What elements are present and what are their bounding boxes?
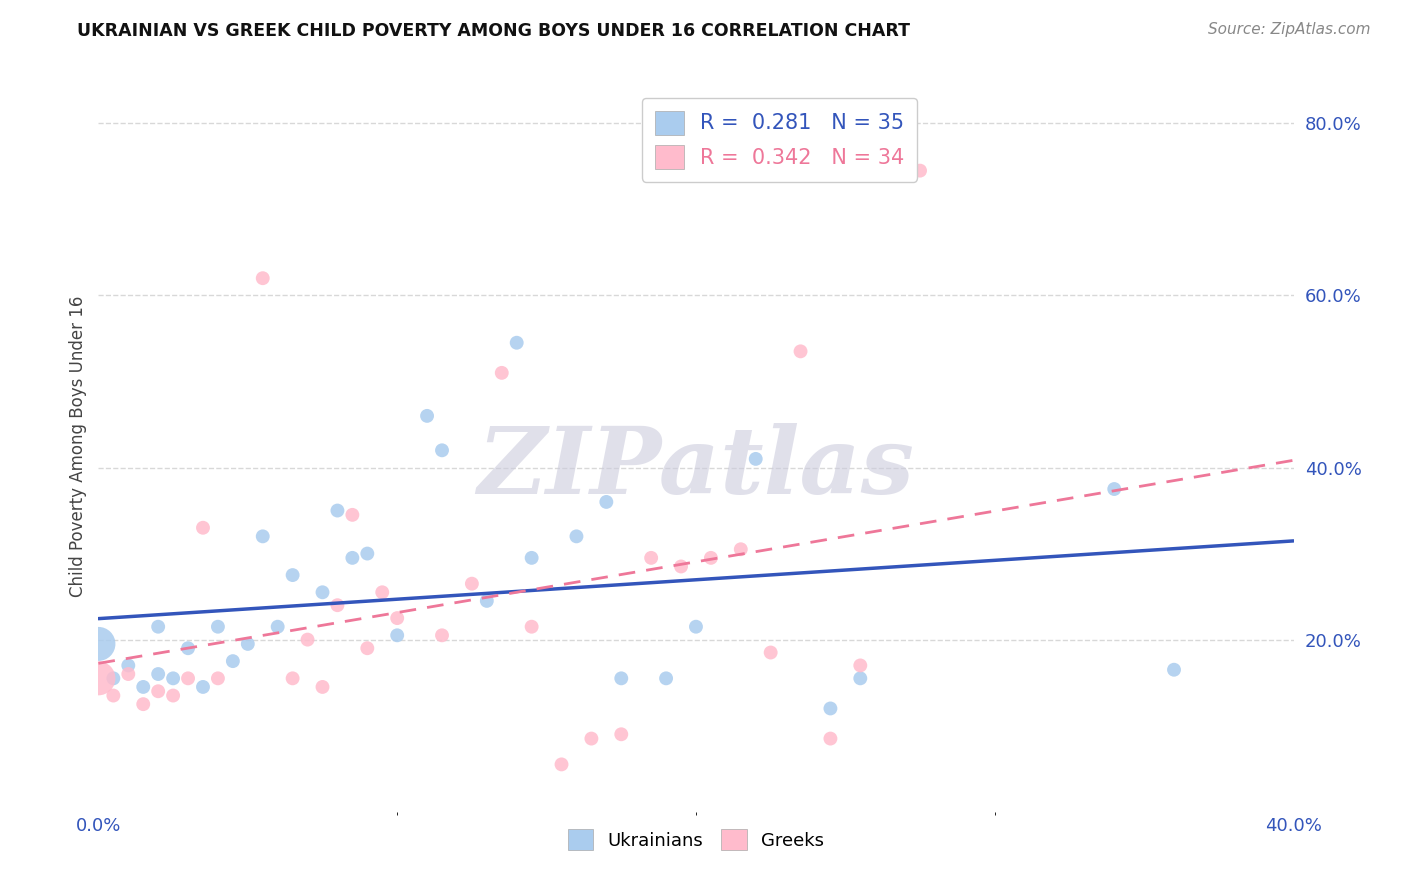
Text: Source: ZipAtlas.com: Source: ZipAtlas.com	[1208, 22, 1371, 37]
Point	[610, 727, 633, 741]
Point	[849, 658, 872, 673]
Point	[550, 757, 572, 772]
Point	[311, 680, 333, 694]
Point	[222, 654, 245, 668]
Point	[700, 550, 723, 565]
Point	[342, 508, 364, 522]
Point	[117, 667, 139, 681]
Point	[148, 684, 170, 698]
Point	[491, 366, 513, 380]
Y-axis label: Child Poverty Among Boys Under 16: Child Poverty Among Boys Under 16	[69, 295, 87, 597]
Point	[385, 611, 409, 625]
Point	[162, 689, 184, 703]
Point	[908, 163, 931, 178]
Point	[640, 550, 662, 565]
Point	[820, 731, 842, 746]
Point	[117, 658, 139, 673]
Point	[565, 529, 588, 543]
Point	[595, 495, 617, 509]
Text: ZIPatlas: ZIPatlas	[478, 423, 914, 513]
Point	[506, 335, 529, 350]
Point	[385, 628, 409, 642]
Point	[342, 550, 364, 565]
Point	[685, 620, 707, 634]
Point	[148, 667, 170, 681]
Point	[177, 671, 200, 685]
Point	[297, 632, 319, 647]
Point	[87, 671, 110, 685]
Point	[669, 559, 692, 574]
Point	[416, 409, 439, 423]
Point	[191, 680, 214, 694]
Point	[655, 671, 678, 685]
Point	[356, 547, 378, 561]
Point	[730, 542, 752, 557]
Point	[745, 451, 768, 466]
Point	[820, 701, 842, 715]
Point	[371, 585, 394, 599]
Point	[849, 671, 872, 685]
Point	[610, 671, 633, 685]
Point	[461, 576, 484, 591]
Point	[103, 671, 125, 685]
Point	[132, 680, 155, 694]
Point	[177, 641, 200, 656]
Point	[326, 503, 349, 517]
Point	[252, 271, 274, 285]
Point	[148, 620, 170, 634]
Point	[311, 585, 333, 599]
Point	[236, 637, 259, 651]
Point	[581, 731, 603, 746]
Point	[759, 646, 782, 660]
Point	[267, 620, 290, 634]
Point	[430, 443, 453, 458]
Point	[1104, 482, 1126, 496]
Point	[430, 628, 453, 642]
Point	[132, 697, 155, 711]
Point	[162, 671, 184, 685]
Point	[356, 641, 378, 656]
Point	[252, 529, 274, 543]
Point	[103, 689, 125, 703]
Text: UKRAINIAN VS GREEK CHILD POVERTY AMONG BOYS UNDER 16 CORRELATION CHART: UKRAINIAN VS GREEK CHILD POVERTY AMONG B…	[77, 22, 910, 40]
Point	[207, 671, 229, 685]
Point	[789, 344, 811, 359]
Point	[520, 620, 543, 634]
Point	[207, 620, 229, 634]
Point	[520, 550, 543, 565]
Legend: Ukrainians, Greeks: Ukrainians, Greeks	[561, 822, 831, 857]
Point	[191, 521, 214, 535]
Point	[281, 568, 304, 582]
Point	[326, 598, 349, 612]
Point	[475, 594, 498, 608]
Point	[87, 637, 110, 651]
Point	[281, 671, 304, 685]
Point	[1163, 663, 1185, 677]
